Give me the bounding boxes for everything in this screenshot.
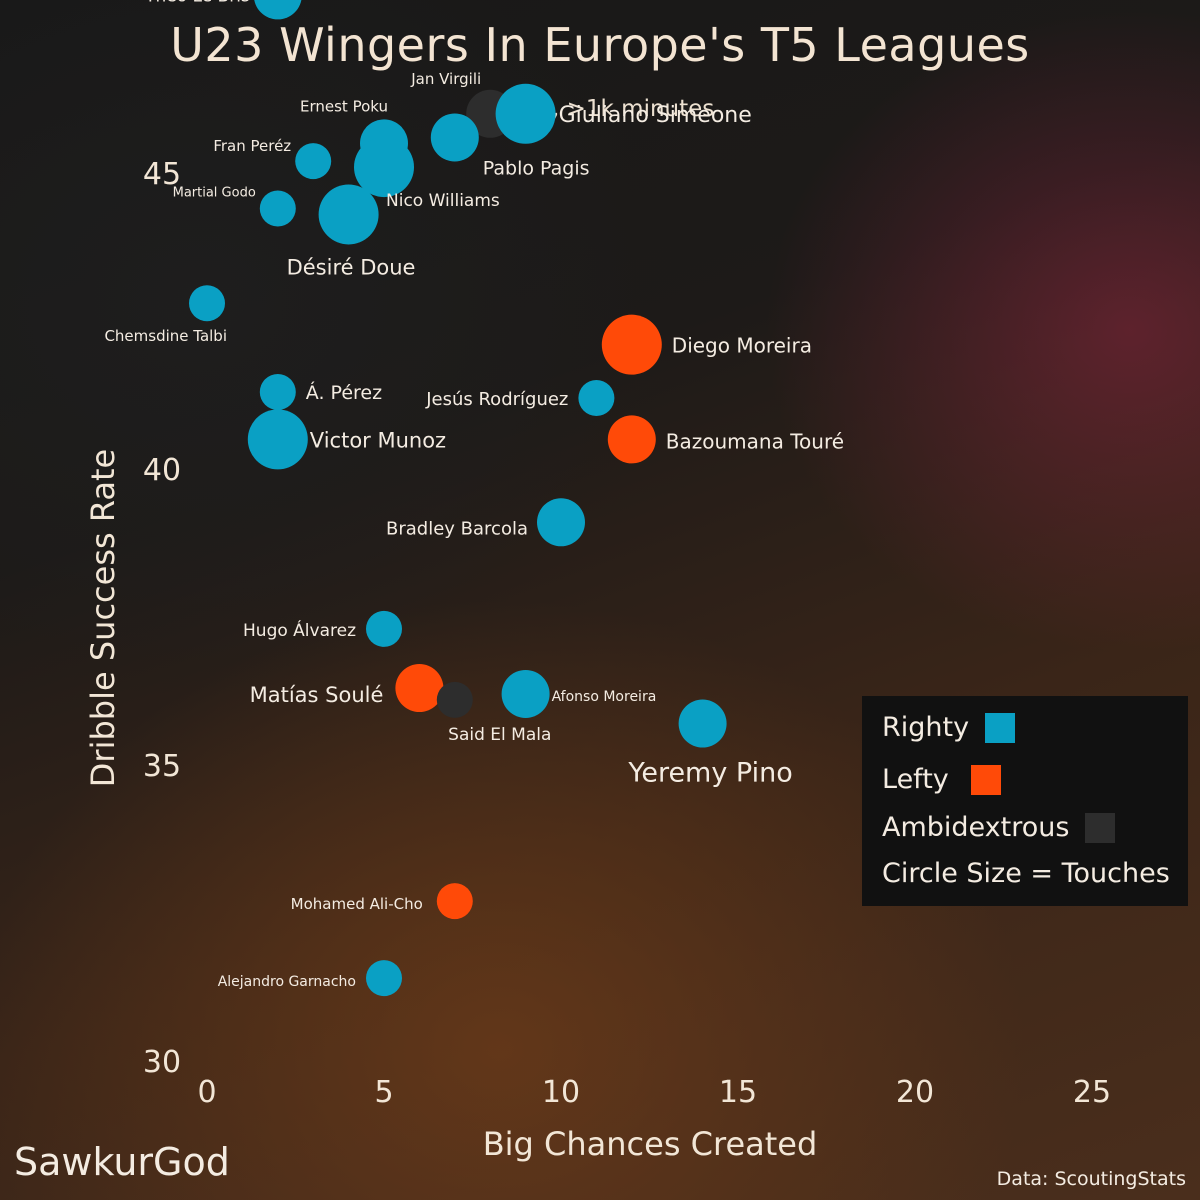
data-point xyxy=(607,415,656,464)
x-axis-label: Big Chances Created xyxy=(483,1125,818,1163)
y-tick-label: 30 xyxy=(143,1045,181,1080)
data-point xyxy=(259,190,296,227)
data-point xyxy=(495,83,556,144)
x-tick-label: 10 xyxy=(542,1075,580,1110)
x-tick-label: 25 xyxy=(1073,1075,1111,1110)
y-axis-ticks: 30354045505560 xyxy=(143,157,181,1080)
point-label: Désiré Doue xyxy=(287,255,416,279)
point-label: Á. Pérez xyxy=(306,381,382,404)
legend: Righty Lefty Ambidextrous Circle Size = … xyxy=(862,696,1188,906)
point-label: Mohamed Ali-Cho xyxy=(291,895,423,913)
point-label: Victor Munoz xyxy=(310,428,446,452)
data-point xyxy=(295,143,332,180)
point-label: Chemsdine Talbi xyxy=(104,327,227,345)
point-label: Martial Godo xyxy=(173,186,256,201)
legend-label: Lefty xyxy=(882,764,949,795)
point-label: Bradley Barcola xyxy=(386,518,528,539)
point-label: Jesús Rodríguez xyxy=(425,389,568,410)
y-tick-label: 35 xyxy=(143,749,181,784)
data-point xyxy=(501,669,550,718)
data-point xyxy=(601,314,662,375)
data-point xyxy=(189,285,225,322)
point-label: Théo Le Bris xyxy=(144,0,250,6)
point-label: Ernest Poku xyxy=(300,97,388,115)
data-point xyxy=(430,113,479,162)
chart-title: U23 Wingers In Europe's T5 Leagues xyxy=(170,18,1030,72)
data-point xyxy=(537,498,585,547)
legend-swatch-ambidextrous xyxy=(1085,812,1116,843)
point-label: Alejandro Garnacho xyxy=(218,974,356,990)
data-point xyxy=(318,184,379,245)
point-label: Bazoumana Touré xyxy=(666,429,844,453)
point-label: Nico Williams xyxy=(386,191,500,211)
data-point xyxy=(247,409,308,470)
data-point xyxy=(678,699,727,748)
point-labels: Yan DiomandeJean Matéo BahoyaFrancisco C… xyxy=(104,0,844,990)
author-watermark: SawkurGod xyxy=(14,1140,230,1184)
data-points xyxy=(189,0,727,997)
data-point xyxy=(254,0,302,20)
legend-swatch-righty xyxy=(985,712,1016,743)
data-point xyxy=(354,137,414,198)
legend-swatch-lefty xyxy=(970,764,1001,795)
data-point xyxy=(259,374,296,411)
data-point xyxy=(436,883,473,920)
legend-label: Righty xyxy=(882,712,970,743)
point-label: Matías Soulé xyxy=(250,683,384,707)
legend-item-lefty: Lefty xyxy=(882,764,1001,795)
point-label: Jan Virgili xyxy=(410,70,481,88)
point-label: Pablo Pagis xyxy=(483,157,590,179)
legend-label: Circle Size = Touches xyxy=(882,858,1170,889)
point-label: Hugo Álvarez xyxy=(243,619,356,641)
point-label: Diego Moreira xyxy=(672,334,812,358)
point-label: Giuliano Simeone xyxy=(559,103,752,128)
y-tick-label: 40 xyxy=(143,453,181,488)
data-point xyxy=(436,681,473,718)
x-tick-label: 0 xyxy=(197,1075,216,1110)
y-tick-label: 45 xyxy=(143,157,181,192)
point-label: Said El Mala xyxy=(448,725,551,745)
x-axis-ticks: 0 5 10 15 20 25 xyxy=(197,1075,1111,1110)
y-axis-label: Dribble Success Rate xyxy=(84,449,122,787)
data-source: Data: ScoutingStats xyxy=(996,1168,1186,1190)
legend-size-note: Circle Size = Touches xyxy=(882,858,1170,889)
data-point xyxy=(578,379,615,416)
x-tick-label: 15 xyxy=(719,1075,757,1110)
x-tick-label: 20 xyxy=(896,1075,934,1110)
point-label: Fran Peréz xyxy=(213,137,291,155)
legend-item-righty: Righty xyxy=(882,712,1016,743)
point-label: Afonso Moreira xyxy=(552,689,657,705)
point-label: Yeremy Pino xyxy=(627,758,792,789)
data-point xyxy=(395,664,444,713)
data-point xyxy=(366,960,402,997)
legend-label: Ambidextrous xyxy=(882,812,1070,843)
data-point xyxy=(366,610,402,647)
legend-item-ambidextrous: Ambidextrous xyxy=(882,812,1116,843)
x-tick-label: 5 xyxy=(374,1075,393,1110)
